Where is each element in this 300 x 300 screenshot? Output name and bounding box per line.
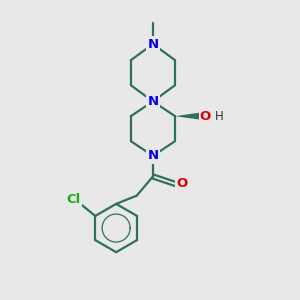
Text: Cl: Cl bbox=[67, 193, 81, 206]
Text: N: N bbox=[147, 38, 158, 50]
Text: O: O bbox=[176, 177, 187, 190]
Polygon shape bbox=[175, 112, 200, 120]
Text: O: O bbox=[200, 110, 211, 123]
Text: N: N bbox=[147, 95, 158, 108]
Text: N: N bbox=[147, 149, 158, 162]
Text: H: H bbox=[215, 110, 224, 123]
